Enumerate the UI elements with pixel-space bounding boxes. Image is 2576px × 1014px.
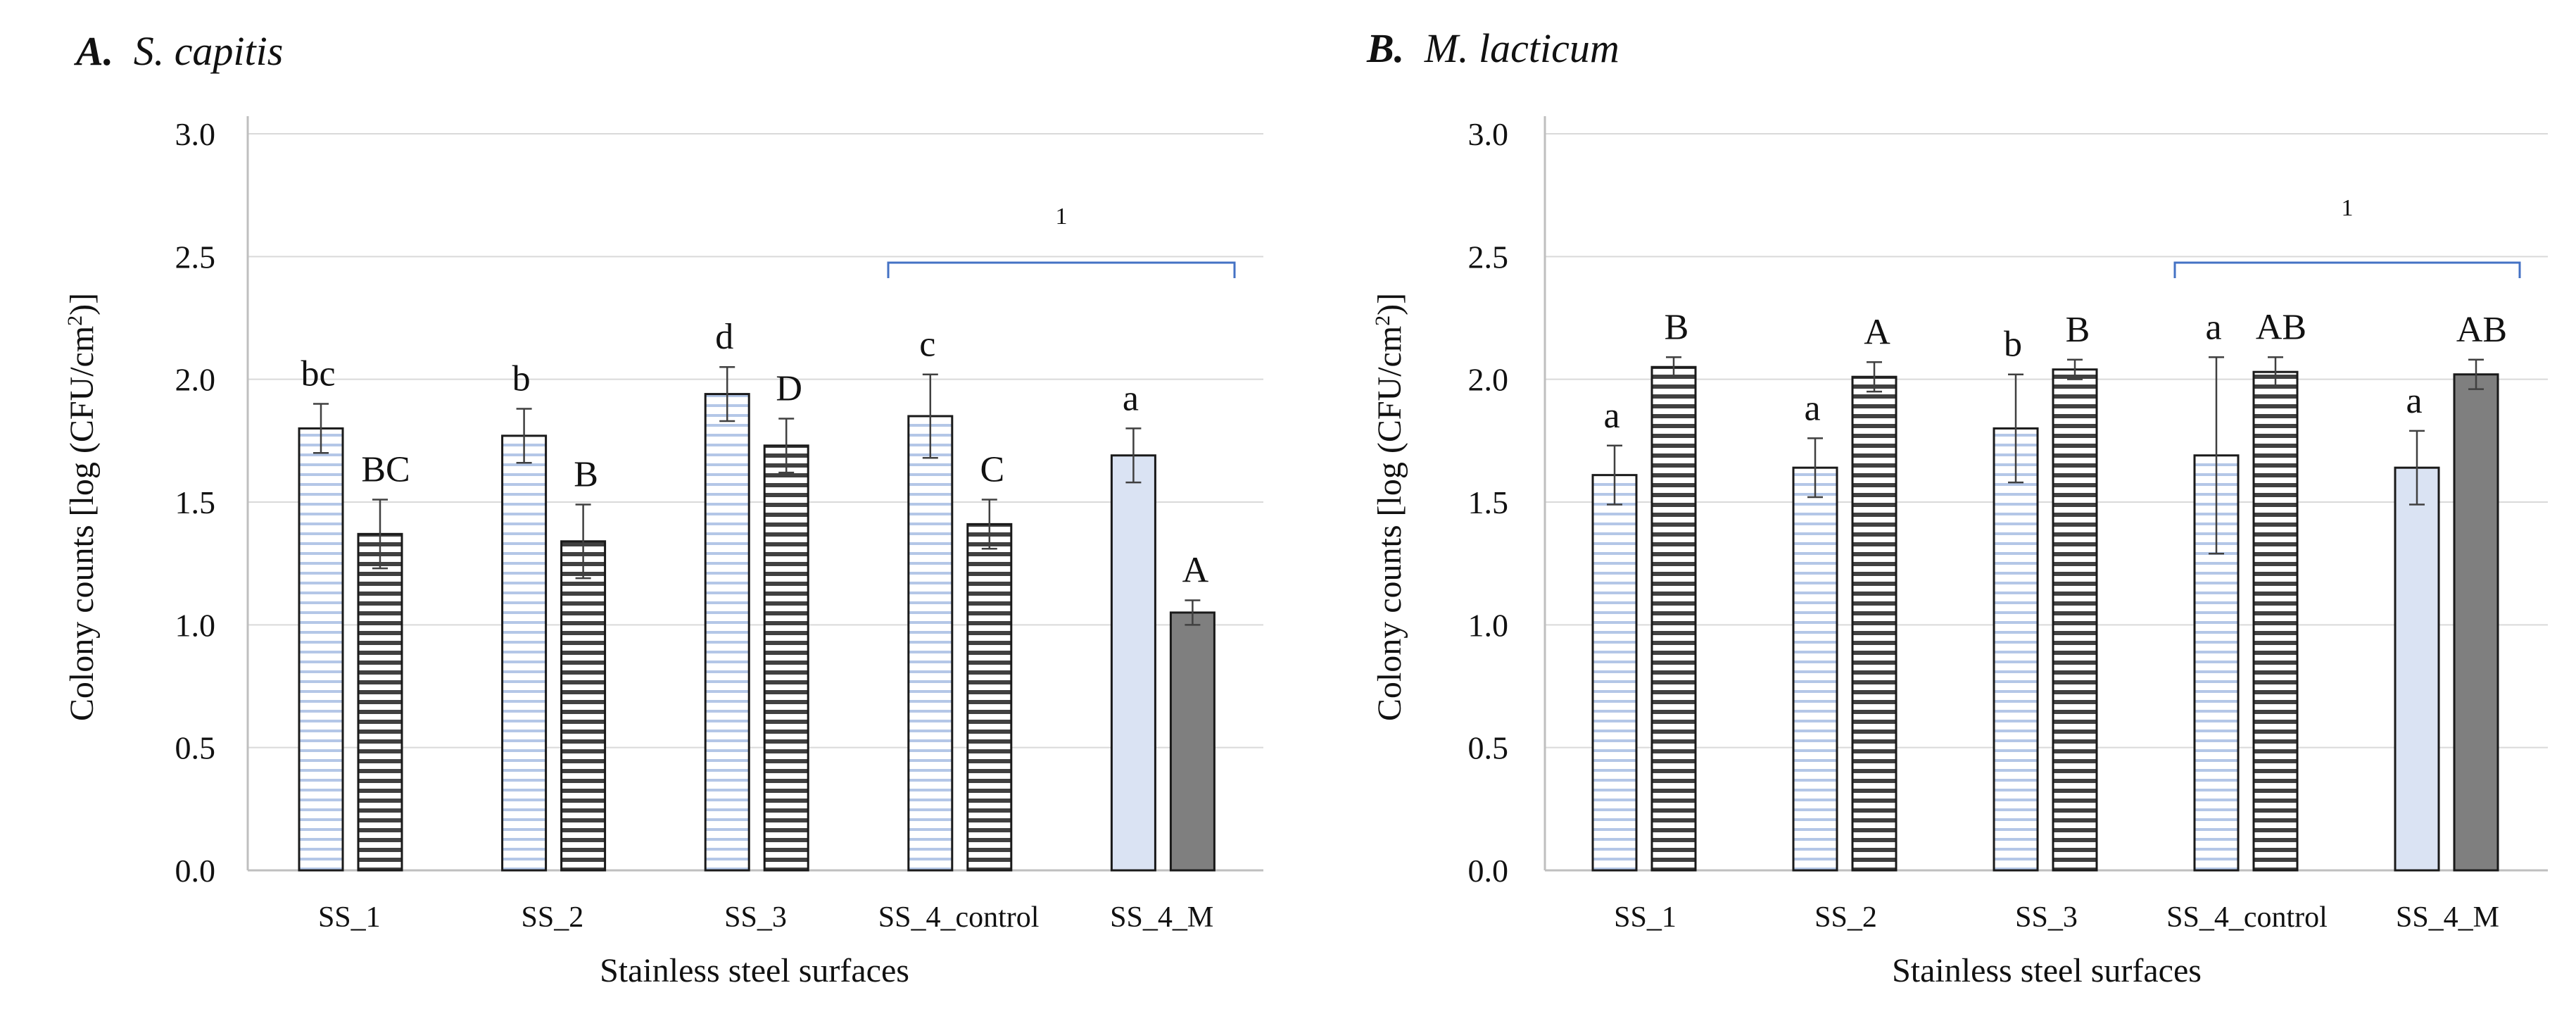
panel-b-title: B. M. lacticum	[1366, 25, 1620, 71]
panel-a-ytick-label: 1.0	[175, 607, 216, 643]
panel-a-bar	[1110, 454, 1156, 872]
panel-b-significance-label: a	[2406, 381, 2422, 421]
panel-b-category-label: SS_1	[1614, 901, 1677, 934]
panel-b-significance-label: a	[1804, 388, 1820, 428]
panel-a-bar	[501, 434, 548, 872]
panel-b-category-label: SS_2	[1814, 901, 1877, 934]
panel-b: B. M. lacticum Colony counts [log (CFU/c…	[1366, 25, 2548, 989]
panel-b-species: M. lacticum	[1424, 25, 1620, 71]
panel-a-ylabel-suffix: )]	[63, 293, 101, 315]
panel-a-letter: A.	[74, 28, 113, 74]
panel-a-category-label: SS_1	[318, 901, 381, 934]
panel-b-significance-label: B	[1665, 307, 1689, 347]
panel-b-bracket-label: 1	[2342, 195, 2354, 221]
panel-b-category-label: SS_3	[2015, 901, 2078, 934]
panel-a-significance-label: c	[919, 325, 935, 365]
panel-a-significance-label: C	[980, 450, 1004, 490]
panel-a-ylabel-prefix: Colony counts [log (CFU/cm	[63, 326, 101, 721]
panel-b-xlabel: Stainless steel surfaces	[1892, 952, 2202, 989]
panel-a-category-label: SS_4_M	[1110, 901, 1213, 934]
panel-a-bar	[357, 532, 403, 872]
panel-b-ylabel: Colony counts [log (CFU/cm2)]	[1371, 293, 1409, 721]
panel-a: A. S. capitis Colony counts [log (CFU/cm…	[63, 28, 1263, 989]
panel-b-bracket	[2173, 261, 2521, 278]
panel-a-ytick-label: 2.0	[175, 362, 216, 398]
panel-a-category-label: SS_4_control	[878, 901, 1040, 934]
panel-b-bar	[1650, 365, 1697, 872]
panel-a-title: A. S. capitis	[74, 28, 283, 74]
panel-b-significance-label: b	[2004, 325, 2022, 365]
panel-a-significance-label: BC	[361, 450, 410, 490]
panel-b-bar	[1792, 466, 1838, 872]
panel-b-letter: B.	[1366, 25, 1404, 71]
panel-b-bar	[1851, 375, 1898, 872]
panel-a-significance-label: d	[715, 317, 733, 357]
panel-a-ytick-label: 0.5	[175, 730, 216, 766]
panel-b-ytick-label: 2.0	[1468, 362, 1509, 398]
panel-a-ytick-label: 1.5	[175, 484, 216, 520]
panel-a-bar	[907, 415, 954, 872]
panel-a-ytick-label: 0.0	[175, 853, 216, 889]
panel-a-category-label: SS_3	[724, 901, 787, 934]
panel-a-bracket-label: 1	[1056, 204, 1068, 230]
panel-b-significance-label: AB	[2256, 307, 2306, 347]
panel-b-ytick-label: 0.0	[1468, 853, 1509, 889]
panel-a-significance-label: D	[776, 368, 802, 408]
panel-a-bar	[966, 522, 1013, 872]
panel-b-ytick-label: 1.5	[1468, 484, 1509, 520]
panel-a-ytick-label: 3.0	[175, 116, 216, 152]
panel-a-bar	[1169, 611, 1216, 872]
panel-a-significance-label: b	[512, 359, 531, 399]
panel-a-xlabel: Stainless steel surfaces	[600, 952, 909, 989]
panel-b-bar	[1993, 427, 2039, 872]
panel-b-significance-label: A	[1864, 312, 1890, 352]
panel-b-bar	[2052, 368, 2098, 872]
panel-b-plot-area: 0.0 0.5 1.0 1.5 2.0 2.5 3.0 a B SS_1 a A SS_2 b B SS_3 a…	[1468, 116, 2548, 934]
panel-b-category-label: SS_4_control	[2166, 901, 2328, 934]
panel-a-significance-label: A	[1182, 550, 1209, 590]
panel-b-significance-label: B	[2066, 310, 2090, 350]
panel-a-ylabel-sup: 2	[63, 315, 87, 326]
panel-a-plot-area: 0.0 0.5 1.0 1.5 2.0 2.5 3.0 bc BC SS_1 b B SS_2 d D SS_…	[175, 116, 1263, 934]
panel-b-ytick-label: 2.5	[1468, 239, 1509, 275]
panel-b-bar	[1591, 474, 1638, 872]
panel-b-significance-label: a	[1603, 396, 1620, 436]
panel-b-ytick-label: 0.5	[1468, 730, 1509, 766]
panel-b-category-label: SS_4_M	[2396, 901, 2499, 934]
panel-b-ytick-label: 3.0	[1468, 116, 1509, 152]
panel-a-significance-label: a	[1123, 378, 1139, 418]
panel-a-bar	[298, 427, 344, 872]
panel-a-bar	[560, 540, 607, 872]
panel-b-ylabel-suffix: )]	[1371, 293, 1408, 315]
panel-a-bracket	[887, 261, 1236, 278]
panel-b-ylabel-sup: 2	[1371, 315, 1394, 326]
panel-a-category-label: SS_2	[522, 901, 584, 934]
panel-a-species: S. capitis	[134, 28, 284, 74]
panel-a-significance-label: bc	[301, 354, 335, 394]
panel-a-significance-label: B	[574, 454, 598, 494]
panel-b-ylabel-prefix: Colony counts [log (CFU/cm	[1371, 326, 1408, 721]
panel-a-bar	[704, 393, 750, 872]
panel-a-ytick-label: 2.5	[175, 239, 216, 275]
panel-b-significance-label: AB	[2456, 310, 2507, 350]
panel-a-bar	[763, 444, 809, 872]
panel-b-ytick-label: 1.0	[1468, 607, 1509, 643]
panel-a-ylabel: Colony counts [log (CFU/cm2)]	[63, 293, 101, 721]
panel-b-bar	[2394, 466, 2440, 872]
panel-b-bar	[2252, 370, 2299, 872]
panel-b-bar	[2453, 373, 2499, 872]
panel-b-significance-label: a	[2205, 307, 2221, 347]
